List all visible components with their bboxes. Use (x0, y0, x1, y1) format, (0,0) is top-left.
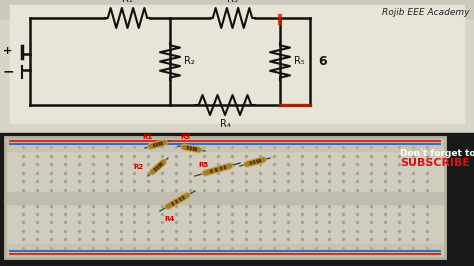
Text: R₁: R₁ (122, 0, 132, 4)
Text: R2: R2 (133, 164, 143, 170)
Text: R₃: R₃ (227, 0, 237, 4)
Bar (0, 20, 474, 133)
Text: 6: 6 (318, 55, 327, 68)
Bar (5, 137, 445, 151)
Text: R₅: R₅ (294, 56, 305, 66)
Text: R₄: R₄ (219, 119, 230, 129)
Bar (0, 0, 474, 133)
Bar (10, 5, 464, 123)
Text: Rojib EEE Academy: Rojib EEE Academy (383, 8, 470, 17)
Text: +: + (3, 47, 13, 56)
Text: R1: R1 (143, 134, 153, 140)
Bar (0, 133, 474, 266)
Bar (5, 137, 445, 258)
Text: R5: R5 (198, 162, 208, 168)
Bar (5, 192, 445, 203)
Text: −: − (2, 64, 14, 78)
Bar (5, 137, 445, 258)
Text: R₂: R₂ (184, 56, 195, 66)
Bar (5, 244, 445, 258)
Text: Don't forget to: Don't forget to (400, 149, 474, 158)
Text: R3: R3 (181, 134, 191, 140)
Text: R4: R4 (165, 216, 175, 222)
Text: SUBSCRIBE: SUBSCRIBE (400, 158, 470, 168)
